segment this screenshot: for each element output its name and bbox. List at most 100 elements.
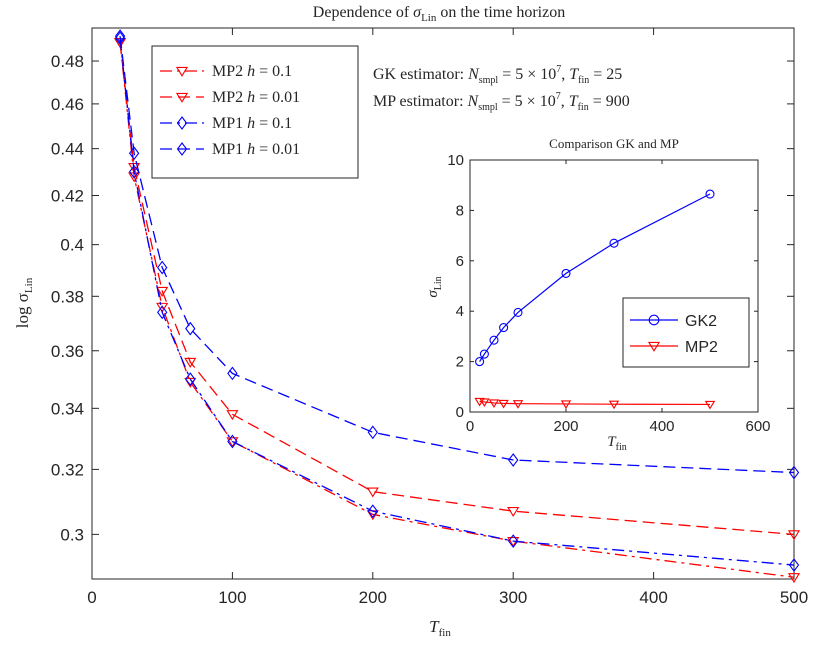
main-series-3-point — [128, 146, 140, 161]
main-legend: MP2 h = 0.1 MP2 h = 0.01 MP1 h = 0.1 MP1 h … — [151, 45, 359, 179]
main-y-tick-label: 0.36 — [51, 342, 84, 361]
inset-series-0-point — [479, 349, 489, 359]
inset-legend: GK2 MP2 — [622, 297, 750, 368]
inset-x-tick-label: 400 — [649, 418, 674, 435]
inset-legend-marker — [647, 341, 661, 352]
main-series-0-point — [787, 573, 801, 584]
inset-legend-entry-label: MP2 — [685, 339, 718, 356]
main-y-tick-label: 0.44 — [51, 140, 84, 159]
main-series-1-point — [156, 286, 169, 297]
inset-y-axis-label: σLin — [425, 276, 444, 297]
inset-series-1-point — [498, 399, 509, 409]
main-series-2-point — [114, 31, 126, 46]
inset-series-line-0 — [479, 193, 711, 362]
main-series-3-point — [788, 465, 800, 480]
main-series-3-point — [157, 260, 168, 275]
main-series-1-point — [184, 357, 197, 368]
inset-series-0-point — [561, 268, 571, 278]
inset-x-axis-label: Tfin — [607, 434, 626, 453]
inset-series-line-1 — [479, 400, 711, 406]
inset-series-0-point — [499, 323, 509, 333]
legend-entry-label: MP1 h = 0.1 — [212, 115, 292, 132]
main-series-group — [114, 29, 801, 584]
inset-y-tick-label: 10 — [447, 152, 464, 169]
main-series-2-point — [128, 164, 140, 179]
main-y-tick-label: 0.46 — [51, 95, 84, 114]
inset-series-0-point — [489, 335, 499, 345]
main-x-axis-label: Tfin — [429, 617, 451, 639]
inset-series-0-point — [475, 357, 485, 367]
main-y-tick-label: 0.42 — [51, 187, 84, 206]
main-series-3-point — [367, 425, 378, 440]
main-series-line-1 — [119, 42, 795, 536]
main-x-tick-label: 0 — [87, 588, 96, 607]
main-series-line-2 — [119, 38, 795, 566]
inset-y-tick-label: 0 — [456, 404, 464, 421]
main-series-1-point — [787, 530, 801, 541]
main-y-tick-label: 0.34 — [51, 399, 84, 418]
inset-y-tick-label: 8 — [456, 202, 464, 219]
main-series-1-point — [507, 507, 520, 518]
inset-y-tick-label: 4 — [456, 303, 464, 320]
inset-y-tick-label: 2 — [456, 354, 464, 371]
inset-series-group — [474, 189, 716, 410]
inset-legend-box — [622, 297, 750, 368]
legend-entry-label: MP1 h = 0.01 — [212, 141, 300, 158]
inset-x-tick-label: 0 — [466, 418, 474, 435]
legend-marker — [175, 66, 189, 77]
inset-series-1-point — [560, 400, 572, 409]
inset-series-0-point — [705, 189, 715, 199]
inset-y-tick-label: 6 — [456, 253, 464, 270]
main-y-tick-label: 0.4 — [60, 236, 84, 255]
inset-plot-frame — [469, 159, 759, 413]
inset-legend-marker — [648, 314, 660, 326]
main-series-1-point — [128, 162, 141, 173]
main-x-tick-label: 500 — [780, 588, 808, 607]
main-x-tick-label: 300 — [499, 588, 527, 607]
estimator-annotations: GK estimator: Nsmpl = 5 × 107, Tfin = 25… — [373, 64, 630, 113]
main-y-tick-label: 0.38 — [51, 287, 84, 306]
legend-marker — [176, 142, 188, 156]
main-x-axis: 0 100 200 300 400 500 — [87, 28, 808, 607]
legend-marker — [176, 116, 188, 130]
main-y-tick-label: 0.3 — [60, 525, 84, 544]
legend-entry-label: MP2 h = 0.01 — [212, 89, 300, 106]
inset-series-0-point — [609, 238, 619, 248]
main-y-axis: 0.3 0.32 0.34 0.36 0.38 0.4 0.42 0.44 0.46 0.48 — [51, 52, 794, 544]
legend-entry-label: MP2 h = 0.1 — [212, 63, 292, 80]
main-series-2-point — [508, 534, 519, 549]
inset-y-axis: 0 2 4 6 8 10 — [447, 152, 758, 421]
main-y-tick-label: 0.48 — [51, 52, 84, 71]
main-y-tick-label: 0.32 — [51, 460, 84, 479]
main-series-2-point — [788, 558, 800, 572]
inset-x-tick-label: 600 — [745, 418, 770, 435]
main-x-tick-label: 400 — [639, 588, 667, 607]
gk-estimator-note: GK estimator: Nsmpl = 5 × 107, Tfin = 25 — [373, 64, 622, 86]
inset-legend-entry-label: GK2 — [685, 313, 717, 330]
main-series-2-point — [157, 305, 168, 320]
main-series-2-point — [185, 372, 196, 387]
inset-x-tick-label: 200 — [553, 418, 578, 435]
main-series-3-point — [508, 453, 519, 467]
inset-series-1-point — [704, 400, 716, 410]
inset-series-1-point — [479, 398, 490, 407]
main-y-axis-label: log σLin — [13, 277, 35, 328]
inset-x-axis: 0 200 400 600 — [466, 160, 771, 435]
main-series-0-point — [156, 302, 169, 313]
main-x-tick-label: 100 — [218, 588, 246, 607]
main-series-2-point — [367, 504, 378, 519]
mp-estimator-note: MP estimator: Nsmpl = 5 × 107, Tfin = 90… — [373, 91, 630, 113]
inset-series-1-point — [512, 400, 524, 409]
main-series-1-point — [226, 410, 239, 421]
chart-title: Dependence of σLin on the time horizon — [313, 4, 565, 24]
inset-series-1-point — [488, 399, 500, 408]
main-series-3-point — [185, 321, 196, 336]
inset-plot-area: 0 200 400 600 0 2 4 6 8 10 — [447, 152, 770, 435]
main-series-2-point — [227, 434, 238, 449]
legend-marker — [175, 92, 189, 103]
main-series-line-3 — [119, 36, 795, 474]
inset-series-1-point — [608, 400, 620, 410]
main-series-1-point — [366, 487, 379, 498]
inset-title: Comparison GK and MP — [549, 136, 679, 151]
